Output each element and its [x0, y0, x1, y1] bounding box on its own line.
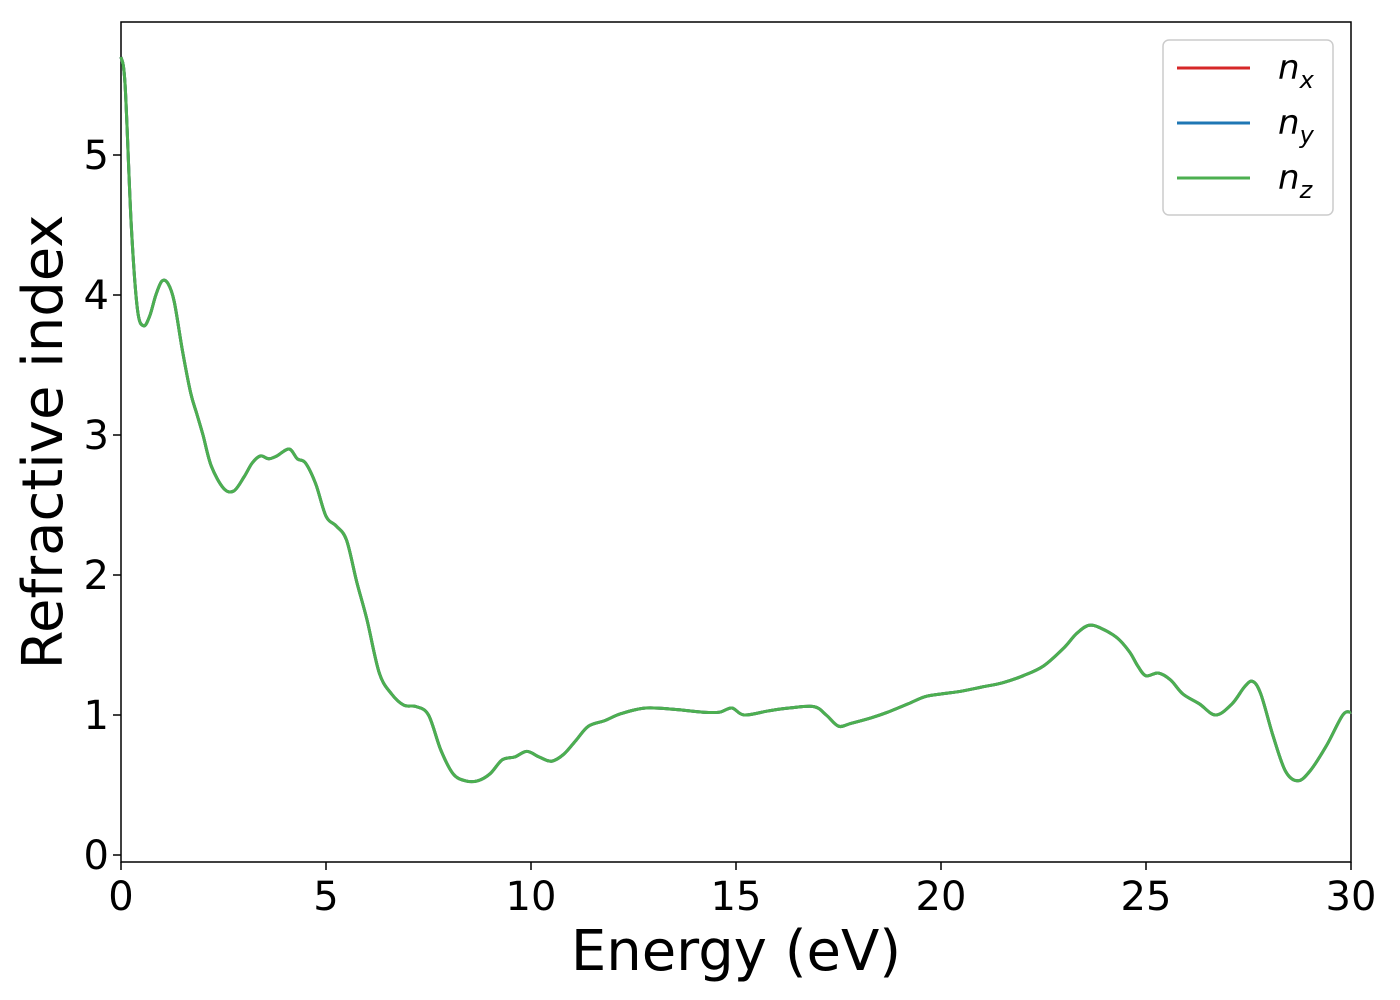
legend: nx ny nz — [1162, 39, 1334, 216]
legend-label-nz: nz — [1278, 158, 1314, 204]
x-axis-label: Energy (eV) — [571, 919, 901, 984]
x-tick-label: 5 — [313, 874, 338, 920]
legend-box — [1162, 39, 1334, 216]
y-tick-label: 4 — [84, 273, 109, 319]
y-tick-label: 2 — [84, 553, 109, 599]
y-axis-label: Refractive index — [11, 215, 76, 670]
y-tick-label: 0 — [84, 833, 109, 879]
legend-label-ny: ny — [1278, 103, 1315, 149]
y-axis-ticks: 0 1 2 3 4 5 — [84, 133, 121, 879]
x-tick-label: 15 — [711, 874, 762, 920]
series-lines — [119, 56, 1352, 784]
x-tick-label: 10 — [506, 874, 557, 920]
x-tick-label: 20 — [916, 874, 967, 920]
y-tick-label: 3 — [84, 413, 109, 459]
y-tick-label: 5 — [84, 133, 109, 179]
plot-area — [120, 21, 1352, 863]
x-axis-ticks: 0 5 10 15 20 25 30 — [108, 862, 1376, 920]
y-tick-label: 1 — [84, 693, 109, 739]
x-tick-label: 0 — [108, 874, 133, 920]
x-tick-label: 30 — [1326, 874, 1377, 920]
legend-label-nx: nx — [1278, 48, 1315, 94]
x-tick-label: 25 — [1121, 874, 1172, 920]
series-line-nz — [119, 56, 1352, 784]
